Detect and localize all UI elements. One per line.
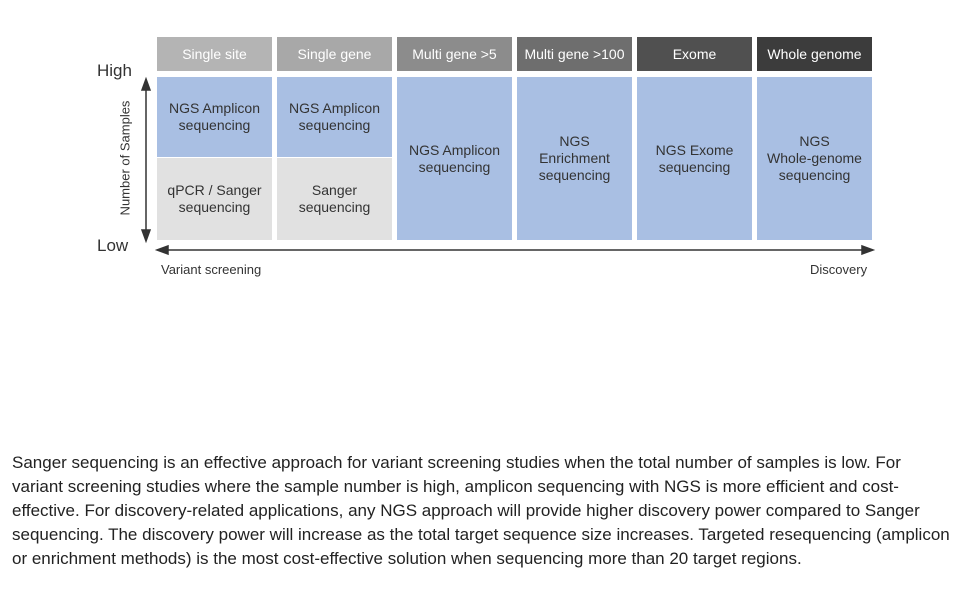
- column-header-multi-gene-100: Multi gene >100: [517, 37, 632, 71]
- cell-single-gene-low: Sanger sequencing: [277, 158, 392, 240]
- y-axis-arrow: [140, 76, 152, 244]
- cell-single-site-high: NGS Amplicon sequencing: [157, 77, 272, 157]
- y-axis-high-label: High: [97, 61, 132, 80]
- cell-multi-gene-5: NGS Amplicon sequencing: [397, 77, 512, 240]
- x-axis-arrow: [154, 244, 876, 256]
- cell-single-site-low: qPCR / Sanger sequencing: [157, 158, 272, 240]
- column-header-single-site: Single site: [157, 37, 272, 71]
- diagram-axes: [140, 76, 876, 256]
- column-header-whole-genome: Whole genome: [757, 37, 872, 71]
- x-axis-right-label: Discovery: [810, 262, 868, 277]
- cell-multi-gene-100: NGS Enrichment sequencing: [517, 77, 632, 240]
- cell-single-gene-high: NGS Amplicon sequencing: [277, 77, 392, 157]
- column-header-single-gene: Single gene: [277, 37, 392, 71]
- x-axis-left-label: Variant screening: [161, 262, 262, 277]
- sequencing-method-diagram: High Low Number of Samples Variant scree…: [0, 0, 966, 300]
- column-header-multi-gene-5: Multi gene >5: [397, 37, 512, 71]
- cell-whole-genome: NGS Whole-genome sequencing: [757, 77, 872, 240]
- description-paragraph: Sanger sequencing is an effective approa…: [12, 453, 950, 568]
- column-header-exome: Exome: [637, 37, 752, 71]
- y-axis-low-label: Low: [97, 236, 129, 255]
- cell-exome: NGS Exome sequencing: [637, 77, 752, 240]
